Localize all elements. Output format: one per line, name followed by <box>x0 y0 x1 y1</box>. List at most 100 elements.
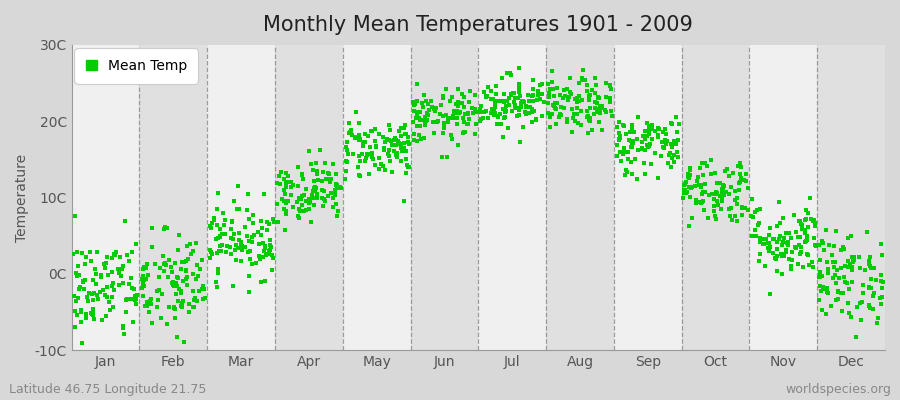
Point <box>846 259 860 266</box>
Point <box>571 111 585 117</box>
Point <box>505 108 519 114</box>
Point <box>733 170 747 177</box>
Point <box>78 310 93 317</box>
Point <box>174 302 188 309</box>
Point <box>589 75 603 82</box>
Point <box>833 265 848 271</box>
Point <box>152 286 166 293</box>
Point <box>105 294 120 300</box>
Point <box>525 93 539 100</box>
Point <box>705 191 719 197</box>
Point <box>820 285 834 292</box>
Point <box>512 85 526 91</box>
Point <box>492 98 507 104</box>
Point <box>194 257 209 263</box>
Point <box>228 247 242 253</box>
Point <box>680 189 695 195</box>
Point <box>364 128 379 134</box>
Point <box>68 324 82 330</box>
Point <box>385 142 400 148</box>
Point <box>763 290 778 297</box>
Point <box>735 212 750 218</box>
Point <box>86 310 101 316</box>
Point <box>158 224 173 230</box>
Point <box>210 222 224 228</box>
Point <box>71 294 86 301</box>
Point <box>724 184 739 190</box>
Point <box>328 190 343 196</box>
Point <box>440 154 454 160</box>
Point <box>241 249 256 256</box>
Point <box>803 194 817 201</box>
Point <box>140 299 154 305</box>
Point <box>604 108 618 114</box>
Point <box>360 132 374 139</box>
Point <box>616 151 630 158</box>
Point <box>174 288 188 294</box>
Point <box>821 290 835 296</box>
Point <box>512 107 526 113</box>
Point <box>752 257 767 264</box>
Point <box>706 196 721 202</box>
Point <box>680 174 695 180</box>
Point <box>565 128 580 135</box>
Point <box>557 87 572 93</box>
Point <box>468 92 482 98</box>
Point <box>240 207 255 214</box>
Point <box>846 258 860 264</box>
Point <box>274 169 288 176</box>
Point <box>450 102 464 109</box>
Point <box>635 146 650 152</box>
Point <box>798 229 813 236</box>
Point <box>564 91 579 97</box>
Point <box>770 223 784 229</box>
Point <box>784 266 798 272</box>
Point <box>90 248 104 255</box>
Point <box>171 274 185 281</box>
Point <box>453 109 467 116</box>
Point <box>722 191 736 198</box>
Bar <box>817 45 885 350</box>
Point <box>785 256 799 263</box>
Point <box>821 270 835 276</box>
Point <box>536 99 551 105</box>
Point <box>510 112 525 119</box>
Point <box>239 232 254 239</box>
Point <box>609 153 624 160</box>
Point <box>206 215 220 222</box>
Point <box>136 293 150 299</box>
Point <box>781 242 796 248</box>
Point <box>519 103 534 110</box>
Point <box>631 147 645 154</box>
Point <box>480 92 494 99</box>
Point <box>399 131 413 138</box>
Point <box>589 105 603 111</box>
Point <box>567 111 581 117</box>
Point <box>724 205 739 212</box>
Point <box>82 290 96 296</box>
Point <box>508 90 522 97</box>
Point <box>683 194 698 200</box>
Point <box>598 109 613 115</box>
Point <box>342 120 356 126</box>
Point <box>513 92 527 99</box>
Point <box>75 250 89 256</box>
Point <box>762 248 777 255</box>
Point <box>314 178 328 184</box>
Point <box>204 249 219 256</box>
Point <box>407 131 421 138</box>
Point <box>667 138 681 144</box>
Point <box>525 106 539 112</box>
Point <box>871 315 886 322</box>
Point <box>580 88 594 94</box>
Point <box>772 198 787 205</box>
Point <box>876 279 890 285</box>
Point <box>212 234 227 240</box>
Point <box>845 254 859 261</box>
Point <box>855 299 869 305</box>
Point <box>665 121 680 127</box>
Point <box>168 306 183 312</box>
Point <box>626 129 641 136</box>
Point <box>165 269 179 275</box>
Point <box>232 237 247 244</box>
